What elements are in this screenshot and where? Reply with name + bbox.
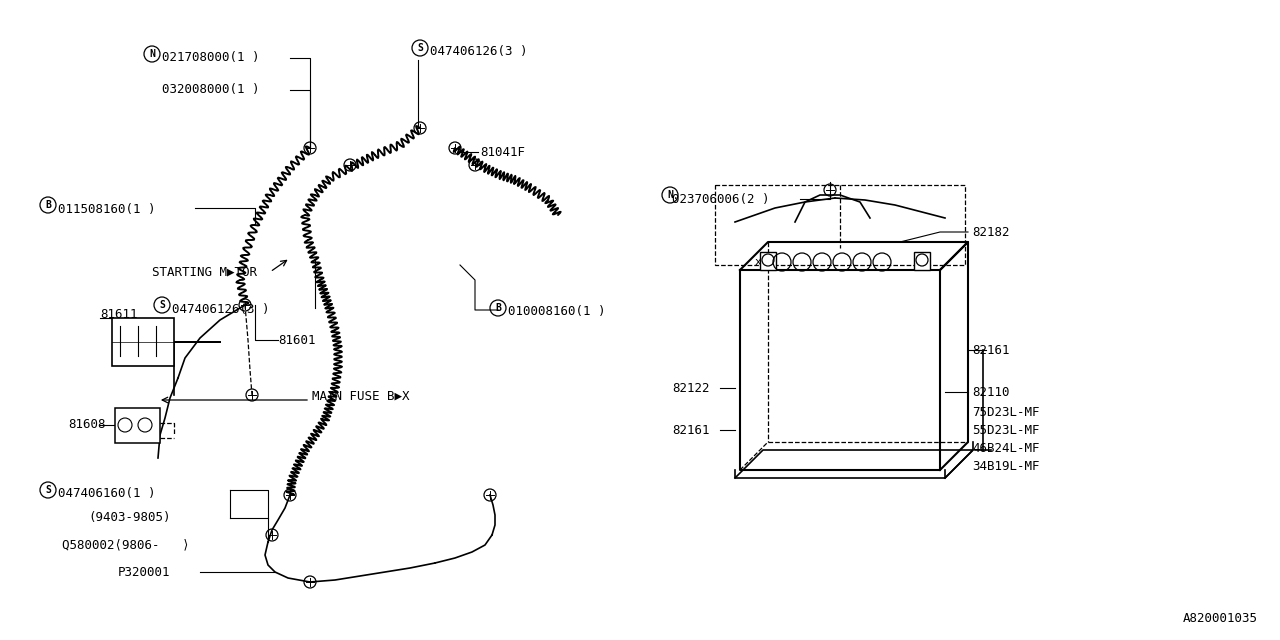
Text: 023706006(2 ): 023706006(2 ): [672, 193, 769, 205]
Text: STARTING M▶TOR: STARTING M▶TOR: [152, 266, 257, 278]
Text: 75D23L-MF: 75D23L-MF: [972, 406, 1039, 419]
Text: 010008160(1 ): 010008160(1 ): [508, 305, 605, 319]
Text: B: B: [495, 303, 500, 313]
Text: 82110: 82110: [972, 385, 1010, 399]
Text: x: x: [755, 257, 762, 267]
Text: 81601: 81601: [278, 333, 315, 346]
Bar: [113, 318, 174, 366]
Bar: [115, 408, 160, 443]
Text: S: S: [159, 300, 165, 310]
Bar: [716, 185, 965, 265]
Text: 34B19L-MF: 34B19L-MF: [972, 460, 1039, 472]
Text: 82122: 82122: [672, 381, 709, 394]
Text: 032008000(1 ): 032008000(1 ): [163, 83, 260, 97]
Text: 81608: 81608: [68, 419, 105, 431]
Text: 55D23L-MF: 55D23L-MF: [972, 424, 1039, 436]
Bar: [914, 252, 931, 270]
Text: 82161: 82161: [672, 424, 709, 436]
Text: 81611: 81611: [100, 308, 137, 321]
Text: 047406126(3 ): 047406126(3 ): [172, 303, 270, 316]
Text: 011508160(1 ): 011508160(1 ): [58, 202, 155, 216]
Text: 81041F: 81041F: [480, 145, 525, 159]
Text: P320001: P320001: [118, 566, 170, 579]
Text: S: S: [45, 485, 51, 495]
Text: 46B24L-MF: 46B24L-MF: [972, 442, 1039, 454]
Text: Q580002⟨9806-   ⟩: Q580002⟨9806- ⟩: [61, 538, 189, 552]
Text: N: N: [667, 190, 673, 200]
Text: 82161: 82161: [972, 344, 1010, 356]
Text: (9403-9805): (9403-9805): [88, 511, 170, 525]
Text: N: N: [148, 49, 155, 59]
Text: 047406160(1 ): 047406160(1 ): [58, 488, 155, 500]
Text: 82182: 82182: [972, 225, 1010, 239]
Text: MAIN FUSE B▶X: MAIN FUSE B▶X: [312, 390, 410, 403]
Text: 047406126(3 ): 047406126(3 ): [430, 45, 527, 58]
Text: A820001035: A820001035: [1183, 611, 1258, 625]
Bar: [760, 252, 776, 270]
Text: B: B: [45, 200, 51, 210]
Text: S: S: [417, 43, 422, 53]
Text: 021708000(1 ): 021708000(1 ): [163, 51, 260, 65]
